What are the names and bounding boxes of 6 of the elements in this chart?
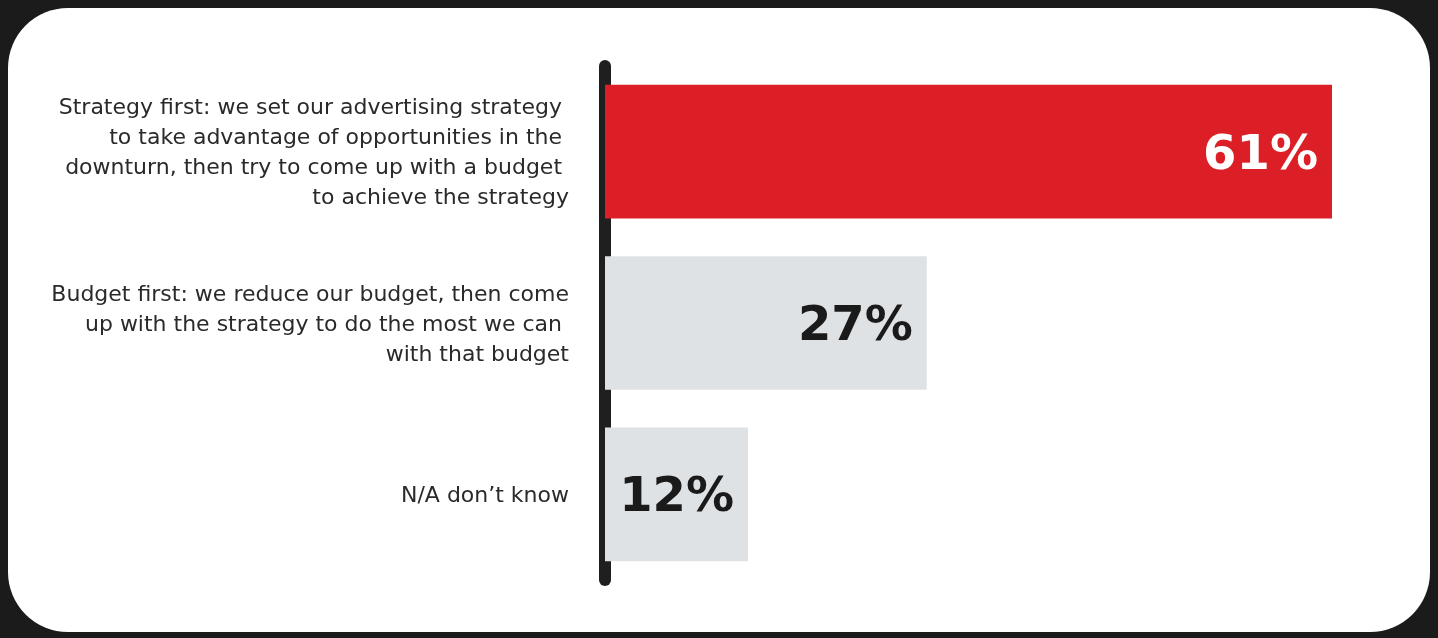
y-tick-label: Strategy first: we set our advertising strategy to take advantage of opportunities in the downturn, then try to come up with a budget to achieve the strategy (58, 94, 569, 210)
data-label: 27% (797, 295, 913, 351)
y-tick-label: Budget first: we reduce our budget, then come up with the strategy to do the most we can with that budget (51, 280, 570, 366)
y-tick-label: N/A don’t know (400, 481, 569, 507)
data-label: 12% (619, 466, 735, 523)
data-label: 61% (1203, 123, 1318, 180)
